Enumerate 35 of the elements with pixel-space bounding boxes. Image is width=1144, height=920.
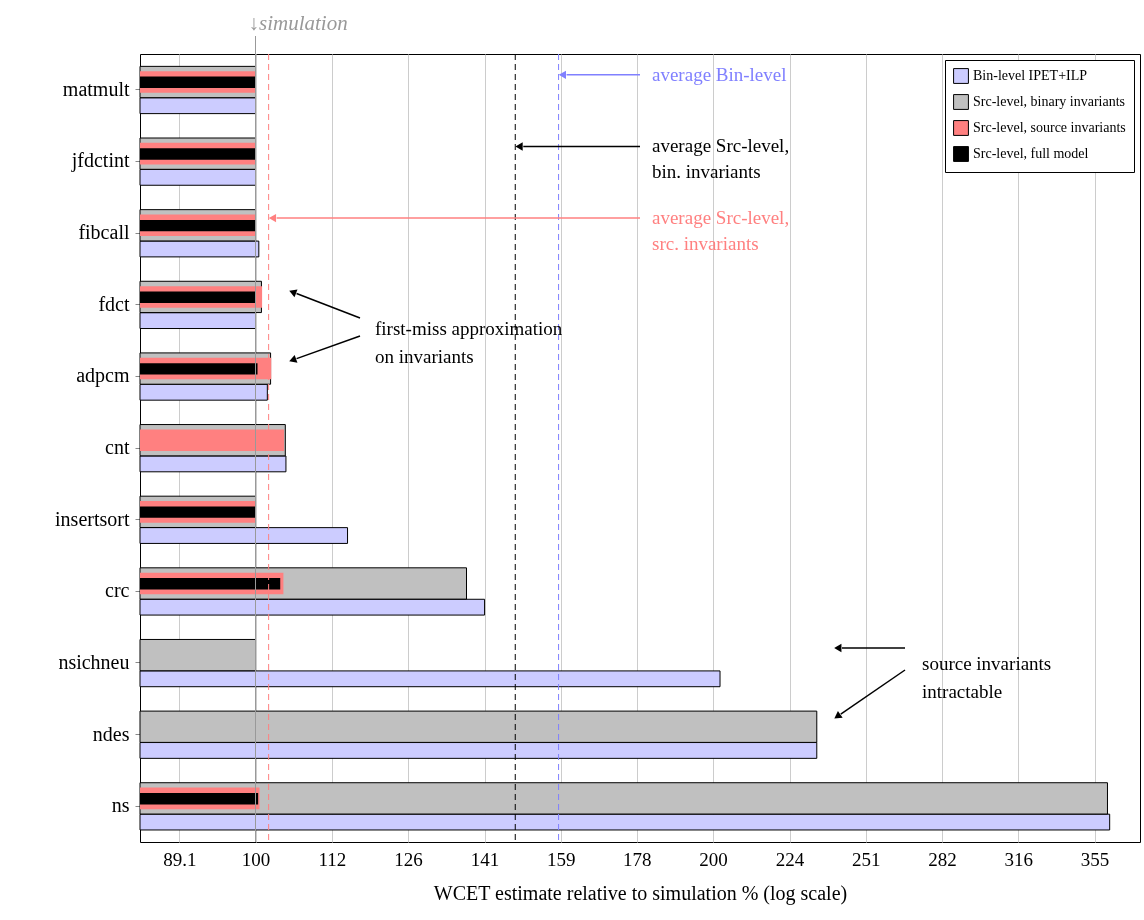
ref-line-label: average Bin-level xyxy=(652,63,787,85)
ref-line-label: average Src-level, src. invariants xyxy=(652,207,790,255)
y-tick-label: ndes xyxy=(92,722,130,745)
x-tick-label: 224 xyxy=(775,848,805,870)
ref-line-label: average Src-level, bin. invariants xyxy=(652,135,790,183)
x-tick-label: 355 xyxy=(1080,848,1110,870)
x-tick-label: 141 xyxy=(470,848,500,870)
y-tick-label: crc xyxy=(105,579,130,602)
x-tick-label: 178 xyxy=(623,848,652,870)
ref-line-label: ↓simulation xyxy=(248,11,348,35)
y-tick-label: cnt xyxy=(105,436,130,458)
x-tick-label: 316 xyxy=(1004,848,1033,870)
legend-label: Src-level, source invariants xyxy=(973,120,1126,135)
y-tick-label: nsichneu xyxy=(58,650,130,673)
x-axis-title: WCET estimate relative to simulation % (log scale) xyxy=(433,881,848,905)
y-tick-label: matmult xyxy=(62,77,130,100)
x-tick-label: 251 xyxy=(852,848,881,870)
x-tick-label: 100 xyxy=(241,848,271,870)
y-tick-label: adpcm xyxy=(76,364,130,388)
x-tick-label: 200 xyxy=(699,848,728,870)
y-tick-label: ns xyxy=(111,794,130,817)
y-tick-label: jfdctint xyxy=(70,149,130,173)
y-tick-label: insertsort xyxy=(55,507,130,530)
x-tick-label: 89.1 xyxy=(163,848,197,870)
legend-label: Src-level, full model xyxy=(973,146,1089,161)
x-tick-label: 159 xyxy=(546,848,576,870)
x-tick-label: 126 xyxy=(394,848,423,870)
y-tick-label: fibcall xyxy=(78,221,130,244)
annotation: first-miss approximation on invariants xyxy=(375,318,563,367)
x-tick-label: 112 xyxy=(318,848,347,870)
y-tick-label: fdct xyxy=(98,292,130,315)
legend-label: Src-level, binary invariants xyxy=(973,94,1126,109)
x-tick-label: 282 xyxy=(928,848,957,870)
legend-label: Bin-level IPET+ILP xyxy=(973,68,1088,83)
annotation: source invariants intractable xyxy=(922,653,1052,702)
